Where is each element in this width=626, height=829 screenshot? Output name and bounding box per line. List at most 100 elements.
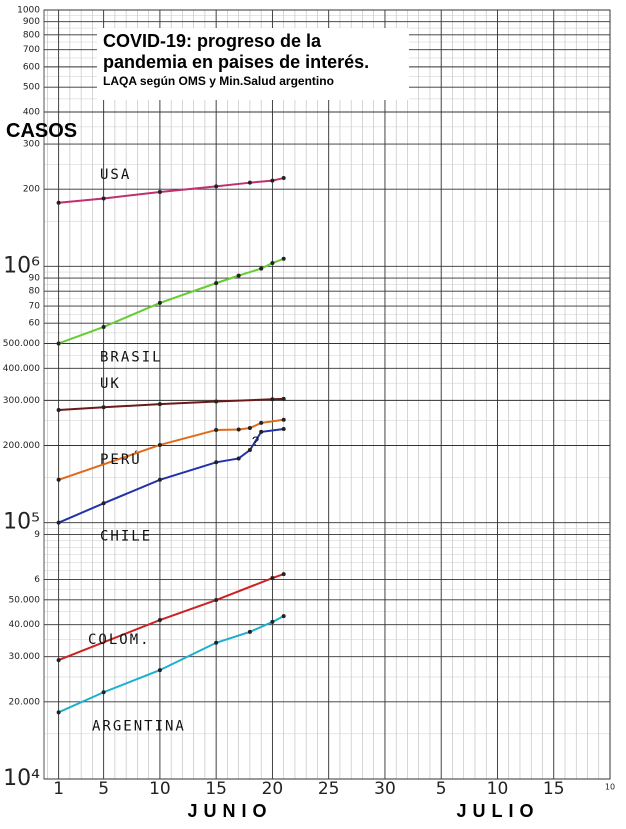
y-tick-label: 500.000: [3, 339, 40, 349]
data-point: [101, 690, 106, 695]
y-tick-label: 9: [34, 530, 40, 540]
x-tick-label: 15: [543, 779, 565, 799]
y-tick-label: 60: [29, 319, 41, 329]
data-point: [157, 189, 162, 194]
annotation: ?: [252, 433, 259, 448]
y-tick-label: 50.000: [9, 595, 41, 605]
x-tick-label: 10: [149, 779, 171, 799]
data-point: [247, 629, 252, 634]
series-line: [58, 427, 284, 524]
data-point: [214, 281, 219, 286]
data-point: [281, 396, 286, 401]
data-point: [270, 619, 275, 624]
y-tick-label: 300: [23, 140, 40, 150]
y-tick-label: 1000: [17, 6, 40, 16]
y-tick-label: 30.000: [9, 652, 41, 662]
y-tick-label: 400: [23, 108, 40, 118]
series-label: UK: [100, 376, 121, 392]
series-label: ARGENTINA: [92, 718, 186, 734]
y-tick-label: 90: [29, 274, 41, 284]
y-tick-label: 200: [23, 185, 40, 195]
x-tick-label: 20: [262, 779, 284, 799]
data-point: [270, 178, 275, 183]
series-label: COLOM.: [88, 632, 151, 648]
data-point: [101, 324, 106, 329]
y-tick-label: 10⁴: [3, 766, 40, 791]
x-tick-label: 10: [487, 779, 509, 799]
data-point: [157, 668, 162, 673]
data-point: [157, 402, 162, 407]
data-point: [259, 429, 264, 434]
data-point: [56, 710, 61, 715]
month-label: JULIO: [456, 801, 539, 821]
data-point: [157, 300, 162, 305]
data-point: [259, 266, 264, 271]
y-tick-label: 200.000: [3, 441, 40, 451]
chart-subtitle: LAQA según OMS y Min.Salud argentino: [103, 74, 334, 88]
data-point: [270, 576, 275, 581]
data-point: [101, 196, 106, 201]
data-point: [214, 184, 219, 189]
data-point: [56, 520, 61, 525]
y-tick-label: 40.000: [9, 620, 41, 630]
data-point: [236, 273, 241, 278]
y-tick-label: 10⁶: [3, 253, 40, 278]
data-point: [247, 180, 252, 185]
x-tick-label: 15: [205, 779, 227, 799]
series-label: USA: [100, 167, 131, 183]
y-tick-label: 800: [23, 30, 40, 40]
data-point: [56, 341, 61, 346]
data-point: [214, 427, 219, 432]
series-label: BRASIL: [100, 349, 163, 365]
y-tick-label: 10⁵: [3, 510, 40, 535]
data-point: [101, 405, 106, 410]
y-tick-label: 20.000: [9, 697, 41, 707]
data-point: [281, 426, 286, 431]
y-tick-label: 300.000: [3, 396, 40, 406]
data-point: [259, 420, 264, 425]
y-tick-label: 400.000: [3, 364, 40, 374]
data-point: [56, 658, 61, 663]
data-point: [270, 397, 275, 402]
data-point: [247, 448, 252, 453]
data-point: [56, 477, 61, 482]
data-point: [247, 426, 252, 431]
data-point: [236, 456, 241, 461]
data-point: [281, 417, 286, 422]
y-tick-label: 6: [34, 575, 40, 585]
data-point: [56, 200, 61, 205]
data-point: [270, 261, 275, 266]
data-point: [214, 399, 219, 404]
month-label: JUNIO: [187, 801, 272, 821]
y-axis-label: CASOS: [6, 120, 78, 142]
x-tick-label: 10: [605, 783, 615, 792]
x-tick-label: 5: [436, 779, 447, 799]
plot-frame: [43, 9, 611, 780]
x-tick-label: 5: [98, 779, 109, 799]
data-point: [101, 501, 106, 506]
x-tick-label: 30: [374, 779, 396, 799]
x-tick-label: 1: [53, 779, 64, 799]
data-point: [281, 256, 286, 261]
data-point: [214, 598, 219, 603]
data-point: [281, 176, 286, 181]
data-point: [157, 477, 162, 482]
series-label: PERÚ: [100, 450, 142, 468]
data-point: [157, 442, 162, 447]
y-tick-label: 700: [23, 45, 40, 55]
y-tick-label: 70: [29, 302, 41, 312]
data-point: [214, 460, 219, 465]
data-point: [281, 572, 286, 577]
data-point: [236, 427, 241, 432]
series-label: CHILE: [100, 529, 152, 545]
title-box: COVID-19: progreso de la pandemia en pai…: [97, 28, 409, 100]
y-tick-label: 900: [23, 17, 40, 27]
series-line: [58, 257, 285, 345]
y-tick-label: 80: [29, 287, 41, 297]
data-point: [214, 640, 219, 645]
data-point: [281, 614, 286, 619]
chart-title: COVID-19: progreso de la pandemia en pai…: [103, 31, 370, 72]
y-tick-label: 500: [23, 83, 40, 93]
